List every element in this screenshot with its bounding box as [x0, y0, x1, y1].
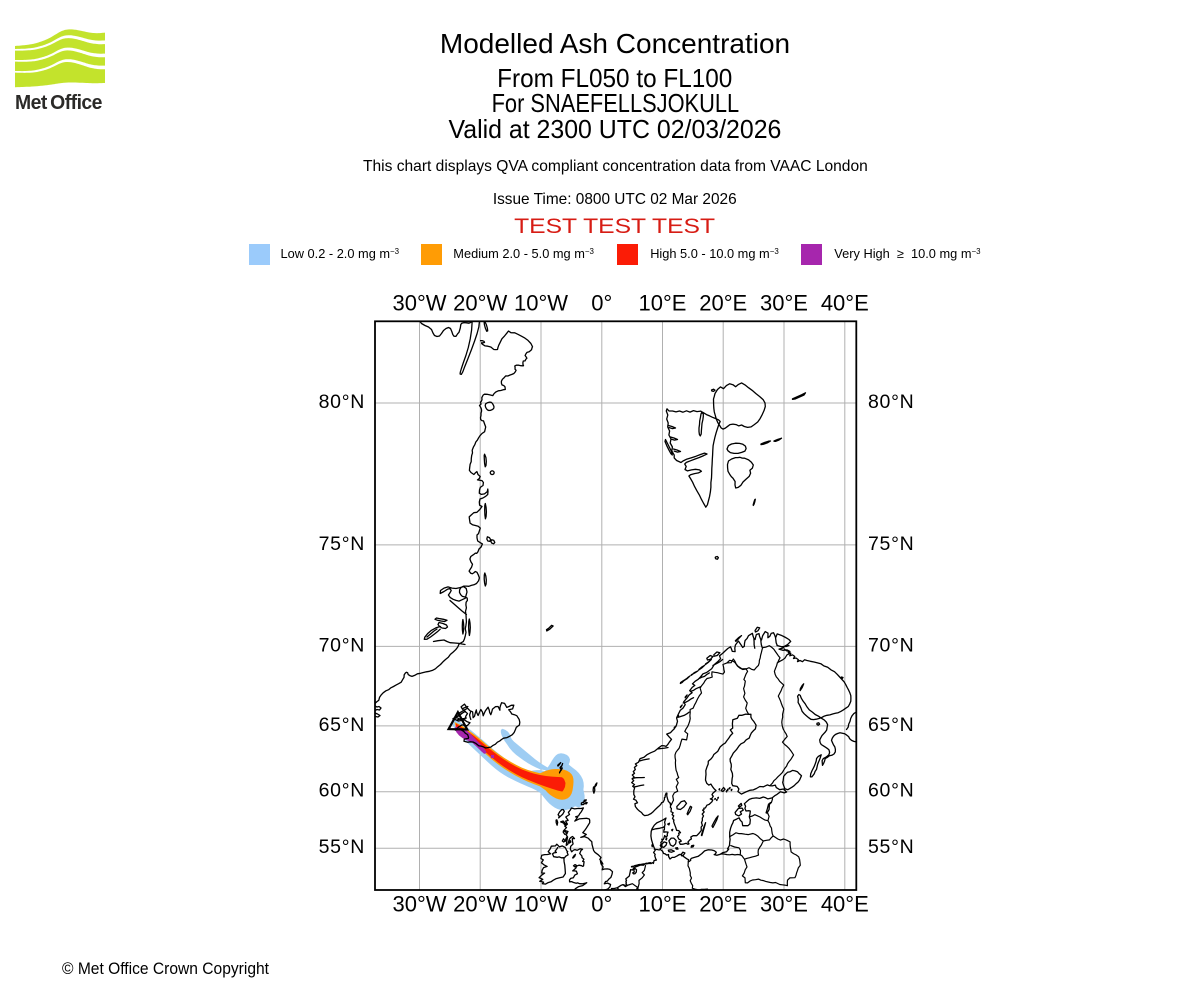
svg-text:30°E: 30°E: [760, 290, 808, 315]
svg-text:55°N: 55°N: [868, 836, 914, 858]
svg-text:10°W: 10°W: [514, 290, 568, 315]
svg-text:10°E: 10°E: [639, 290, 687, 315]
svg-text:75°N: 75°N: [868, 533, 914, 555]
svg-text:60°N: 60°N: [319, 780, 365, 802]
svg-text:20°W: 20°W: [453, 290, 507, 315]
svg-text:0°: 0°: [591, 290, 612, 315]
svg-text:70°N: 70°N: [868, 634, 914, 656]
svg-text:20°E: 20°E: [699, 290, 747, 315]
svg-text:80°N: 80°N: [319, 391, 365, 413]
svg-text:20°W: 20°W: [453, 892, 507, 917]
svg-text:20°E: 20°E: [699, 892, 747, 917]
svg-text:0°: 0°: [591, 892, 612, 917]
svg-text:30°E: 30°E: [760, 892, 808, 917]
svg-text:80°N: 80°N: [868, 391, 914, 413]
svg-text:30°W: 30°W: [392, 892, 446, 917]
svg-text:60°N: 60°N: [868, 780, 914, 802]
svg-text:70°N: 70°N: [319, 634, 365, 656]
svg-text:65°N: 65°N: [868, 714, 914, 736]
svg-text:30°W: 30°W: [392, 290, 446, 315]
svg-text:65°N: 65°N: [319, 714, 365, 736]
svg-text:75°N: 75°N: [319, 533, 365, 555]
svg-text:40°E: 40°E: [821, 892, 869, 917]
svg-text:10°W: 10°W: [514, 892, 568, 917]
svg-text:40°E: 40°E: [821, 290, 869, 315]
svg-text:55°N: 55°N: [319, 836, 365, 858]
svg-text:10°E: 10°E: [639, 892, 687, 917]
